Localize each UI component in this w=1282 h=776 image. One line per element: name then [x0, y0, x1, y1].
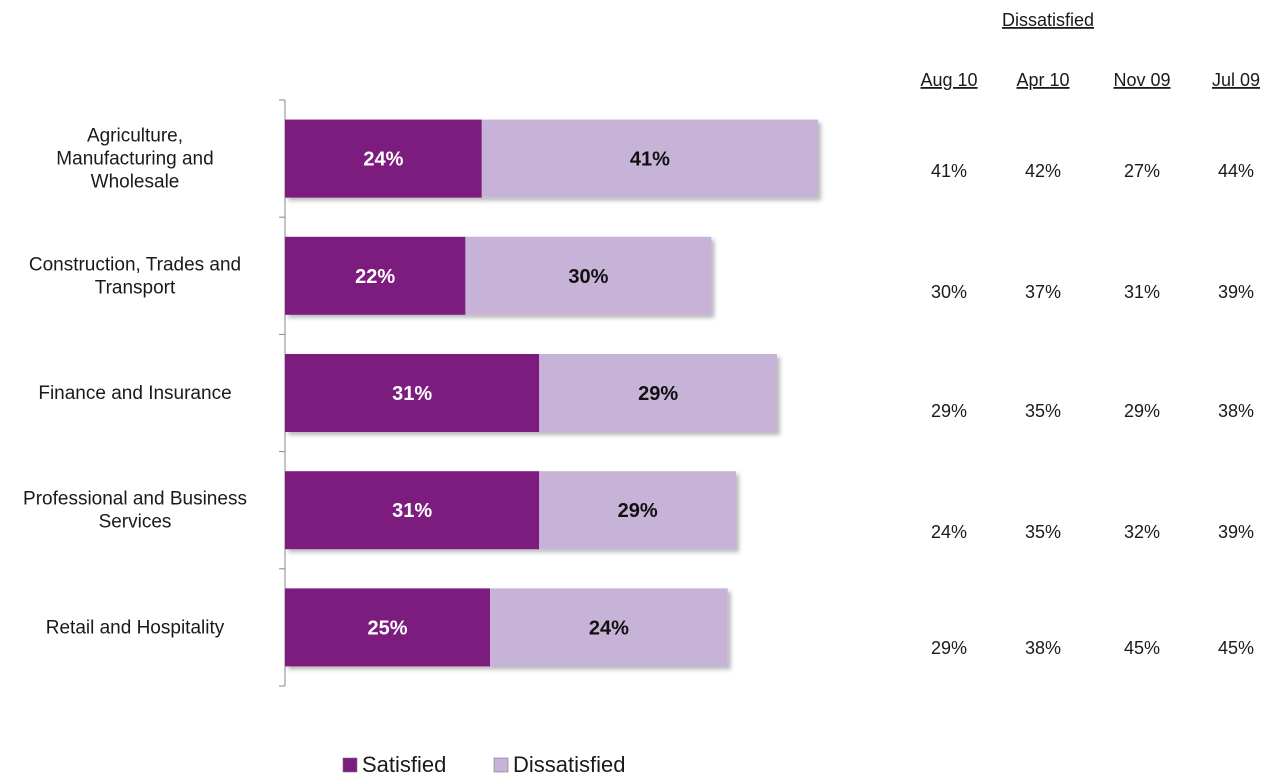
- data-label-satisfied: 31%: [392, 383, 432, 405]
- data-label-dissatisfied: 29%: [618, 500, 658, 522]
- table-cell: 32%: [1124, 522, 1160, 542]
- table-column-header: Jul 09: [1212, 70, 1260, 90]
- data-label-satisfied: 31%: [392, 500, 432, 522]
- category-label: Finance and Insurance: [38, 383, 231, 404]
- table-column-header: Nov 09: [1113, 70, 1170, 90]
- data-label-satisfied: 25%: [367, 617, 407, 639]
- category-label: Construction, Trades and Transport: [29, 254, 241, 298]
- table-cell: 29%: [931, 638, 967, 658]
- category-label-line: Retail and Hospitality: [46, 617, 225, 638]
- table-title: Dissatisfied: [1002, 10, 1094, 30]
- legend-label-satisfied: Satisfied: [362, 752, 446, 776]
- table-cell: 29%: [931, 401, 967, 421]
- table-cell: 39%: [1218, 522, 1254, 542]
- category-label: Professional and Business Services: [23, 489, 247, 533]
- dissatisfied-table: Dissatisfied Aug 10 Apr 10 Nov 09 Jul 09 41% 4…: [920, 10, 1260, 658]
- table-column-header: Apr 10: [1016, 70, 1069, 90]
- table-cell: 24%: [931, 522, 967, 542]
- bar-group: [285, 354, 777, 432]
- legend-label-dissatisfied: Dissatisfied: [513, 752, 625, 776]
- table-cell: 39%: [1218, 282, 1254, 302]
- bar-group: [285, 471, 736, 549]
- category-label-line: Professional and Business: [23, 489, 247, 510]
- data-label-dissatisfied: 24%: [589, 617, 629, 639]
- table-cell: 31%: [1124, 282, 1160, 302]
- category-label-line: Wholesale: [91, 172, 180, 193]
- table-cell: 45%: [1218, 638, 1254, 658]
- category-label-line: Construction, Trades and: [29, 254, 241, 275]
- data-label-dissatisfied: 30%: [568, 266, 608, 288]
- category-label: Retail and Hospitality: [46, 617, 225, 638]
- category-axis: [279, 100, 285, 686]
- data-label-satisfied: 22%: [355, 266, 395, 288]
- category-label-line: Finance and Insurance: [38, 383, 231, 404]
- bar-group: [285, 237, 711, 315]
- legend: Satisfied Dissatisfied: [343, 752, 625, 776]
- data-label-dissatisfied: 41%: [630, 149, 670, 171]
- table-cell: 38%: [1025, 638, 1061, 658]
- category-labels: Agriculture, Manufacturing and Wholesale Co…: [23, 126, 247, 639]
- table-cell: 45%: [1124, 638, 1160, 658]
- data-label-satisfied: 24%: [363, 149, 403, 171]
- category-label-line: Transport: [95, 277, 176, 298]
- table-cell: 44%: [1218, 161, 1254, 181]
- legend-swatch-satisfied: [343, 758, 357, 772]
- bar-group: [285, 588, 728, 666]
- table-cell: 27%: [1124, 161, 1160, 181]
- table-cell: 29%: [1124, 401, 1160, 421]
- table-cell: 35%: [1025, 401, 1061, 421]
- category-label: Agriculture, Manufacturing and Wholesale: [56, 126, 213, 193]
- category-label-line: Agriculture,: [87, 126, 183, 147]
- table-cell: 41%: [931, 161, 967, 181]
- table-column-header: Aug 10: [920, 70, 977, 90]
- table-cell: 42%: [1025, 161, 1061, 181]
- legend-swatch-dissatisfied: [494, 758, 508, 772]
- table-cell: 38%: [1218, 401, 1254, 421]
- table-cell: 35%: [1025, 522, 1061, 542]
- bars: 24% 41% 22% 30% 31% 29% 31% 29% 25% 24%: [285, 120, 818, 667]
- table-cell: 30%: [931, 282, 967, 302]
- data-label-dissatisfied: 29%: [638, 383, 678, 405]
- table-cell: 37%: [1025, 282, 1061, 302]
- category-label-line: Manufacturing and: [56, 149, 213, 170]
- category-label-line: Services: [99, 512, 172, 533]
